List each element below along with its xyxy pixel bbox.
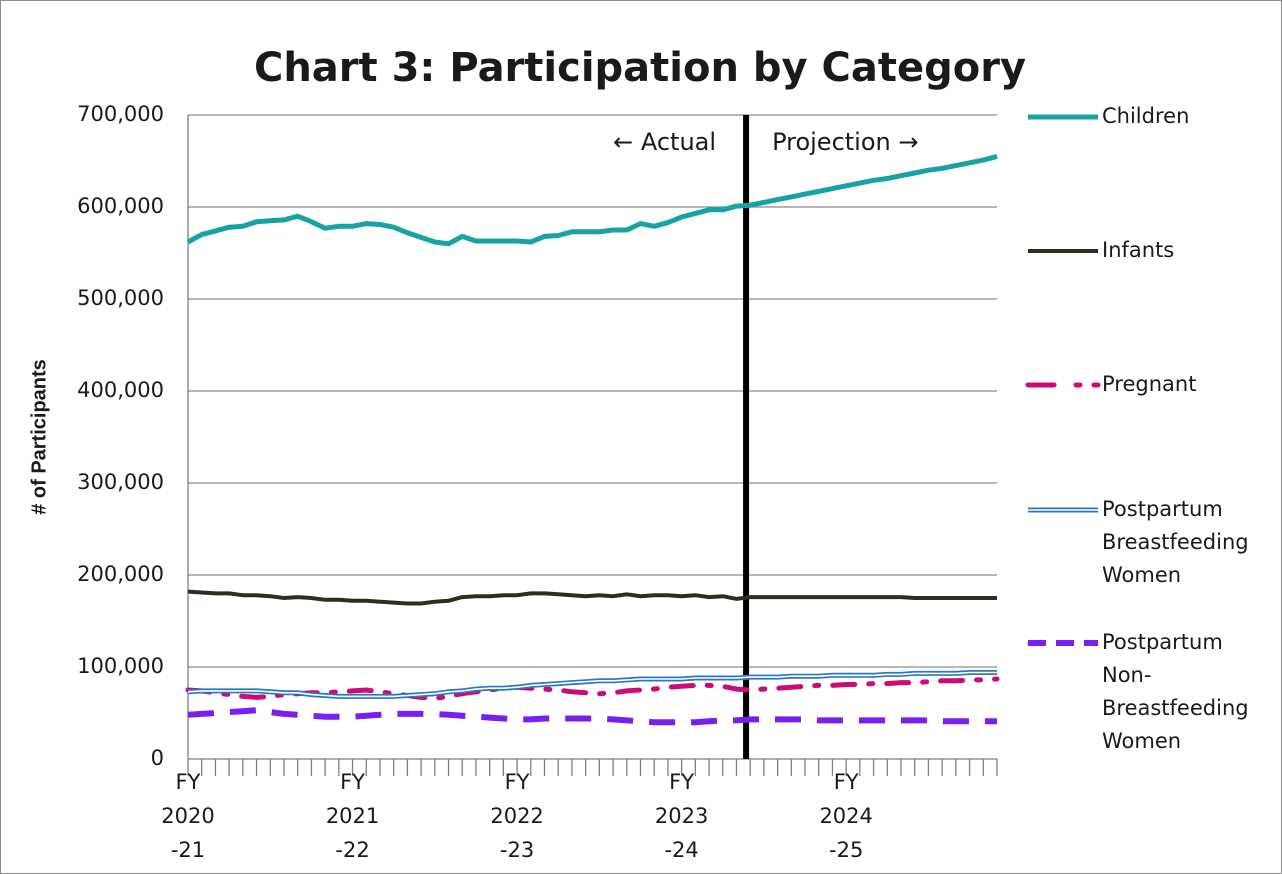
x-tick-label: FY 2023 -24 <box>655 770 708 862</box>
annotation: Projection → <box>772 128 918 156</box>
legend-label: Children <box>1102 104 1189 128</box>
series-line-inner <box>187 671 997 698</box>
series-line <box>187 707 997 726</box>
x-tick-label: FY 2020 -21 <box>161 770 214 862</box>
annotation: ← Actual <box>613 128 716 156</box>
y-tick-label: 600,000 <box>77 194 164 218</box>
x-tick-label: FY 2024 -25 <box>819 770 872 862</box>
y-tick-label: 700,000 <box>77 102 164 126</box>
legend-label: Pregnant <box>1102 372 1196 396</box>
y-tick-label: 500,000 <box>77 286 164 310</box>
series-line <box>187 589 997 606</box>
y-tick-label: 0 <box>151 746 164 770</box>
legend-label: Postpartum Non-Breastfeeding Women <box>1102 630 1249 753</box>
chart-title: Chart 3: Participation by Category <box>254 45 1026 91</box>
y-tick-label: 400,000 <box>77 378 164 402</box>
y-tick-label: 300,000 <box>77 470 164 494</box>
y-tick-label: 200,000 <box>77 562 164 586</box>
x-tick-label: FY 2021 -22 <box>326 770 379 862</box>
y-tick-label: 100,000 <box>77 654 164 678</box>
legend-label: Infants <box>1102 238 1174 262</box>
x-tick-label: FY 2022 -23 <box>490 770 543 862</box>
y-axis-label: # of Participants <box>28 359 50 515</box>
series-line <box>186 153 998 247</box>
legend-label: Postpartum Breastfeeding Women <box>1102 497 1249 587</box>
